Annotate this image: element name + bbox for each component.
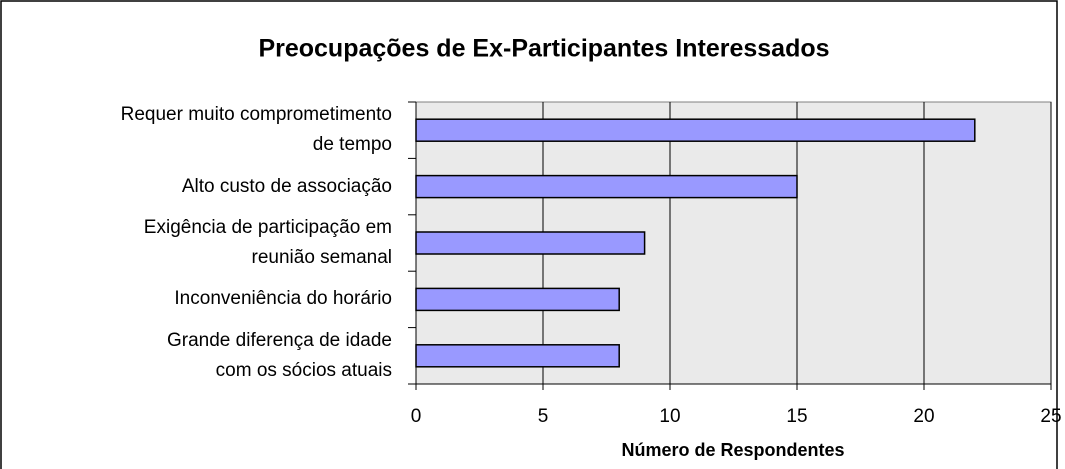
- bar: [415, 118, 976, 142]
- x-tick-label: 25: [1040, 406, 1061, 427]
- y-tick-label: Exigência de participação em reunião sem…: [143, 217, 392, 268]
- chart-title: Preocupações de Ex-Participantes Interes…: [258, 35, 829, 63]
- bar: [415, 231, 646, 255]
- x-tick-label: 0: [411, 406, 422, 427]
- x-tick-label: 20: [913, 406, 934, 427]
- bar: [415, 287, 620, 312]
- x-tick-label: 10: [659, 406, 680, 427]
- y-tick-label: Alto custo de associação: [181, 175, 392, 197]
- x-tick-label: 15: [786, 406, 807, 427]
- x-axis-label: Número de Respondentes: [621, 440, 844, 460]
- y-tick-label: Requer muito comprometimento de tempo: [120, 104, 392, 156]
- bar: [415, 344, 620, 368]
- y-tick-label: Inconveniência do horário: [174, 288, 392, 310]
- bar: [415, 174, 798, 199]
- y-tick-label: Grande diferença de idade com os sócios …: [167, 329, 392, 381]
- x-tick-label: 5: [538, 406, 549, 427]
